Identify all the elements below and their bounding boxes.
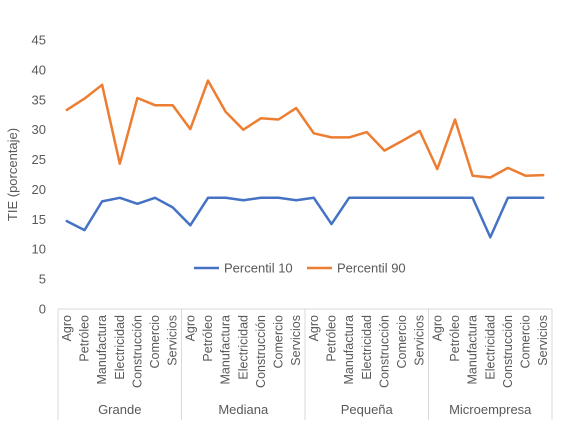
x-category-label: Manufactura <box>219 315 233 385</box>
y-axis-ticks: 0 5 10 15 20 25 30 35 40 45 <box>32 33 46 317</box>
x-category-label: Electricidad <box>360 315 374 380</box>
x-category-label: Comercio <box>148 315 162 369</box>
x-category-label: Petróleo <box>448 315 462 362</box>
x-category-label: Agro <box>430 315 444 341</box>
y-tick-label: 40 <box>32 62 46 77</box>
y-tick-label: 25 <box>32 152 46 167</box>
series-lines <box>65 79 545 239</box>
y-tick-label: 30 <box>32 122 46 137</box>
x-axis-group-labels: Grande Mediana Pequeña Microempresa <box>98 402 532 417</box>
x-category-label: Servicios <box>289 315 303 366</box>
x-category-label: Petróleo <box>77 315 91 362</box>
x-category-label: Construcción <box>130 315 144 388</box>
x-category-label: Manufactura <box>95 315 109 385</box>
x-category-label: Comercio <box>519 315 533 369</box>
x-category-label: Comercio <box>395 315 409 369</box>
x-category-label: Construcción <box>501 315 515 388</box>
x-category-label: Agro <box>183 315 197 341</box>
x-group-label: Pequeña <box>341 402 394 417</box>
legend: Percentil 10 Percentil 90 <box>194 261 406 276</box>
x-category-label: Petróleo <box>324 315 338 362</box>
x-category-label: Comercio <box>272 315 286 369</box>
x-category-label: Servicios <box>166 315 180 366</box>
x-group-label: Mediana <box>218 402 269 417</box>
x-category-label: Manufactura <box>466 315 480 385</box>
x-category-label: Electricidad <box>483 315 497 380</box>
x-category-label: Petróleo <box>201 315 215 362</box>
x-group-label: Microempresa <box>449 402 532 417</box>
x-category-label: Servicios <box>536 315 550 366</box>
series-line-2 <box>65 79 545 179</box>
x-category-label: Servicios <box>413 315 427 366</box>
x-category-label: Electricidad <box>113 315 127 380</box>
y-tick-label: 0 <box>39 302 46 317</box>
series-line-1 <box>65 196 545 239</box>
x-axis <box>57 308 553 420</box>
y-tick-label: 35 <box>32 92 46 107</box>
y-axis-title: TIE (porcentaje) <box>5 128 20 221</box>
x-category-label: Agro <box>60 315 74 341</box>
x-category-label: Agro <box>307 315 321 341</box>
x-category-label: Construcción <box>254 315 268 388</box>
legend-label: Percentil 90 <box>337 261 406 276</box>
y-tick-label: 5 <box>39 272 46 287</box>
x-category-label: Electricidad <box>236 315 250 380</box>
x-category-label: Construcción <box>377 315 391 388</box>
y-tick-label: 10 <box>32 242 46 257</box>
legend-label: Percentil 10 <box>224 261 293 276</box>
x-axis-category-labels: Agro Petróleo Manufactura Electricidad Const… <box>60 315 550 388</box>
y-tick-label: 20 <box>32 182 46 197</box>
x-category-label: Manufactura <box>342 315 356 385</box>
y-tick-label: 15 <box>32 212 46 227</box>
y-tick-label: 45 <box>32 33 46 48</box>
x-group-label: Grande <box>98 402 141 417</box>
